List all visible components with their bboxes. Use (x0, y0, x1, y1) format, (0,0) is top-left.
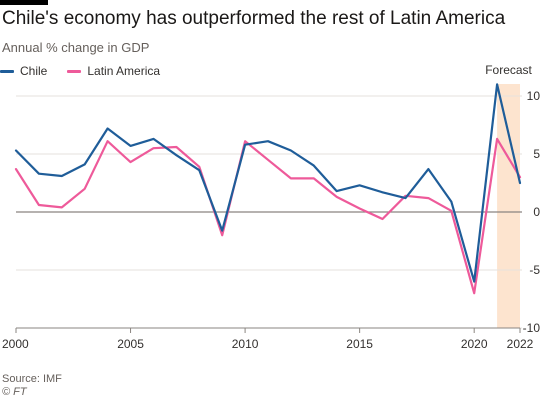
chart-subtitle: Annual % change in GDP (2, 40, 150, 55)
series-line-latin-america (14, 137, 522, 295)
forecast-label: Forecast (485, 63, 532, 77)
forecast-band (497, 84, 520, 328)
series-line-chile (14, 83, 522, 283)
x-tick-label: 2005 (117, 337, 144, 351)
credit-note: © FT (2, 386, 27, 398)
y-tick-label: -10 (523, 321, 541, 335)
source-note: Source: IMF (2, 373, 62, 385)
y-tick-label: 5 (533, 147, 540, 161)
x-tick-label: 2015 (346, 337, 373, 351)
chart-title: Chile's economy has outperformed the res… (2, 8, 506, 29)
brand-bar (0, 0, 48, 5)
legend-item-chile: Chile (0, 64, 47, 78)
x-tick-label: 2020 (461, 337, 488, 351)
y-tick-label: 0 (533, 205, 540, 219)
x-tick-label: 2000 (2, 337, 29, 351)
legend-swatch-latin-america (67, 69, 82, 73)
legend-swatch-chile (0, 69, 14, 73)
y-tick-label: 10 (527, 89, 541, 103)
legend-item-latin-america: Latin America (67, 64, 160, 78)
y-tick-label: -5 (529, 263, 540, 277)
chart-legend: Chile Latin America (0, 64, 180, 78)
x-tick-label: 2010 (232, 337, 259, 351)
x-tick-label: 2022 (507, 337, 534, 351)
legend-label-latin-america: Latin America (87, 64, 161, 78)
legend-label-chile: Chile (20, 64, 48, 78)
